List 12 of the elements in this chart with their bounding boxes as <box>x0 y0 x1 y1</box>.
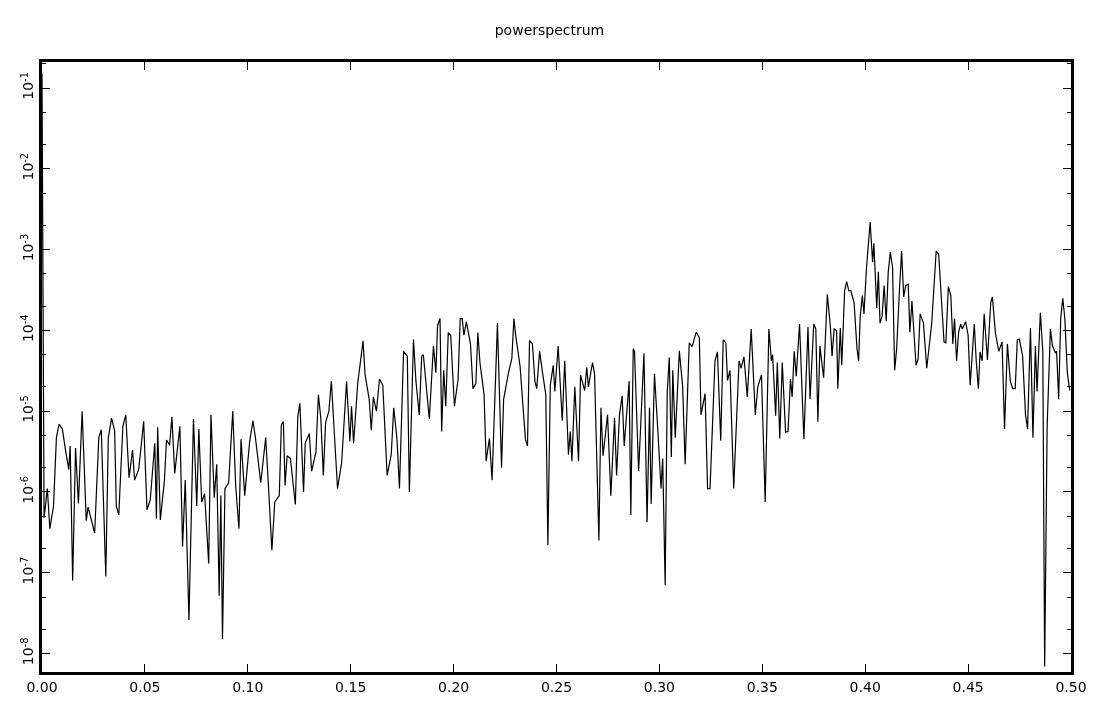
x-tick-label: 0.05 <box>129 678 161 695</box>
x-tick-label: 0.20 <box>438 678 470 695</box>
x-tick-label: 0.50 <box>1055 678 1087 695</box>
x-tick-label: 0.40 <box>849 678 881 695</box>
x-tick-label: 0.00 <box>26 678 58 695</box>
x-tick-label: 0.10 <box>232 678 264 695</box>
chart-title: powerspectrum <box>494 21 605 38</box>
x-tick-label: 0.30 <box>643 678 675 695</box>
x-tick-label: 0.35 <box>746 678 778 695</box>
x-tick-label: 0.25 <box>540 678 573 695</box>
x-tick-label: 0.15 <box>335 678 367 695</box>
x-tick-label: 0.45 <box>952 678 984 695</box>
